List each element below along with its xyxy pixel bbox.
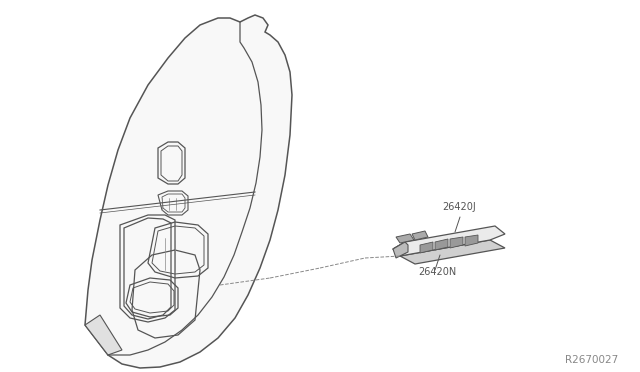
Polygon shape xyxy=(450,237,463,248)
Polygon shape xyxy=(393,226,505,256)
Polygon shape xyxy=(465,235,478,246)
Polygon shape xyxy=(85,315,122,355)
Polygon shape xyxy=(435,239,448,250)
Polygon shape xyxy=(400,240,505,264)
Text: R2670027: R2670027 xyxy=(565,355,618,365)
Polygon shape xyxy=(85,15,292,368)
Text: 26420N: 26420N xyxy=(418,267,456,277)
Polygon shape xyxy=(396,234,414,243)
Polygon shape xyxy=(420,242,433,253)
Polygon shape xyxy=(412,231,428,240)
Polygon shape xyxy=(393,242,405,256)
Polygon shape xyxy=(393,242,408,258)
Text: 26420J: 26420J xyxy=(442,202,476,212)
